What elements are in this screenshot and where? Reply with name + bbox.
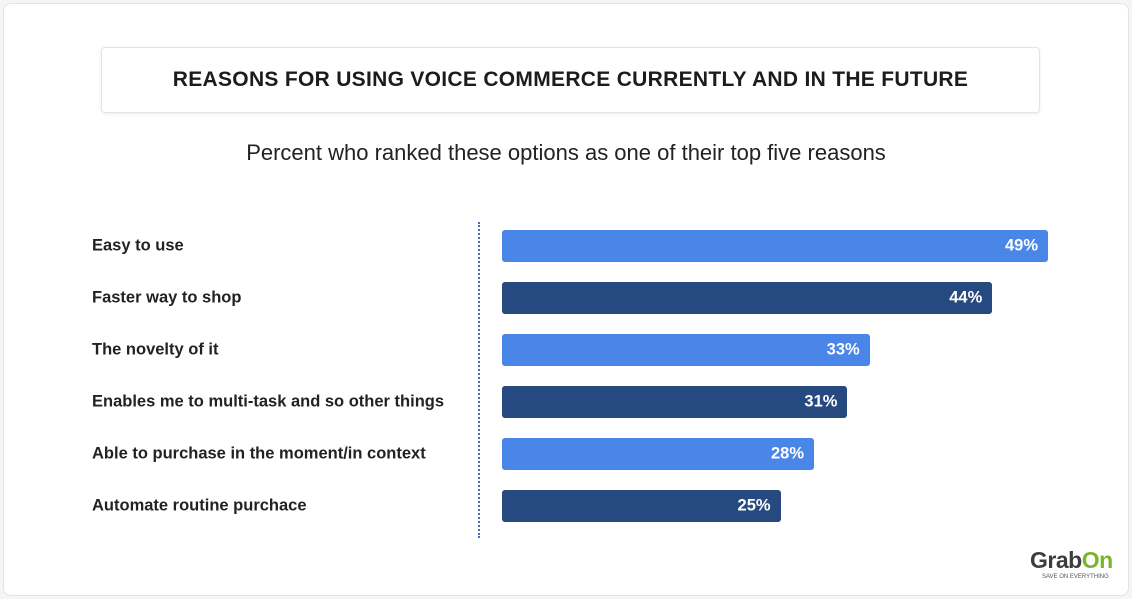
data-label: 28% [770, 444, 804, 463]
logo-tagline: SAVE ON EVERYTHING [1042, 574, 1109, 580]
bar: 49% [502, 230, 1048, 262]
logo-text: Grab [1030, 547, 1082, 573]
category-label: Automate routine purchace [92, 496, 307, 515]
bar: 44% [502, 282, 993, 314]
title-box: REASONS FOR USING VOICE COMMERCE CURRENT… [101, 47, 1040, 113]
chart-title: REASONS FOR USING VOICE COMMERCE CURRENT… [172, 68, 969, 91]
bar: 31% [502, 386, 848, 418]
bar: 33% [502, 334, 870, 366]
category-label: Faster way to shop [92, 288, 242, 307]
data-label: 25% [737, 496, 771, 515]
data-label: 44% [949, 288, 983, 307]
category-label: Enables me to multi-task and so other th… [92, 392, 445, 411]
category-label: The novelty of it [92, 340, 219, 359]
bar: 25% [502, 490, 781, 522]
grabon-logo: GrabOn SAVE ON EVERYTHING [1030, 548, 1113, 581]
bar: 28% [502, 438, 814, 470]
chart-subtitle: Percent who ranked these options as one … [246, 140, 886, 165]
data-label: 33% [826, 340, 860, 359]
data-label: 31% [804, 392, 838, 411]
category-label: Easy to use [92, 236, 184, 255]
data-label: 49% [1004, 236, 1038, 255]
category-label: Able to purchase in the moment/in contex… [92, 444, 426, 463]
logo-text-accent: On [1081, 547, 1113, 573]
axis-line [478, 222, 480, 538]
